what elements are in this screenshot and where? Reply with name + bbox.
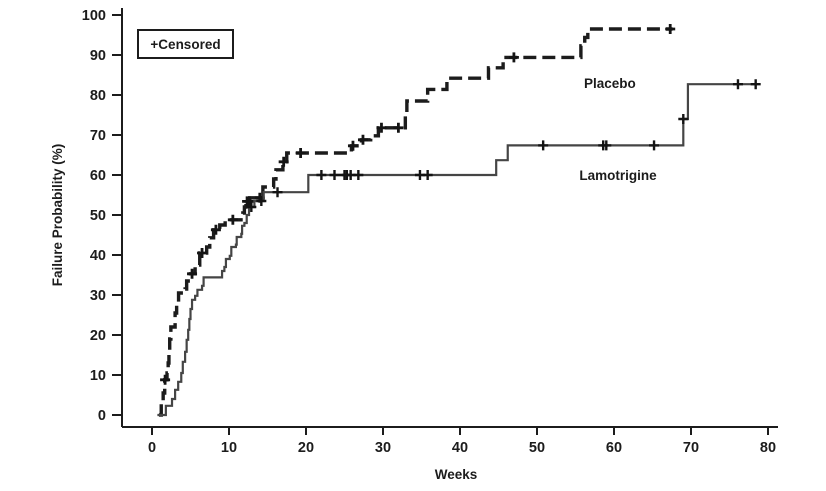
censored-mark — [538, 140, 549, 151]
censored-mark — [750, 79, 761, 90]
y-tick-label: 60 — [90, 168, 106, 184]
censored-mark — [329, 170, 340, 180]
censored-mark — [732, 79, 743, 90]
y-tick-label: 0 — [98, 408, 106, 424]
axes: 0 10 20 30 40 50 60 70 80 0 10 20 30 40 50 60 70 80 90 100 — [82, 8, 778, 456]
x-tick-label: 70 — [683, 440, 699, 456]
censored-mark — [347, 140, 358, 151]
y-tick-label: 50 — [90, 208, 106, 224]
y-tick-label: 80 — [90, 88, 106, 104]
x-axis-ticks: 0 10 20 30 40 50 60 70 80 — [148, 427, 776, 456]
x-tick-label: 40 — [452, 440, 468, 456]
censored-mark — [353, 170, 364, 180]
placebo-series-label: Placebo — [584, 76, 636, 91]
x-tick-label: 50 — [529, 440, 545, 456]
x-tick-label: 80 — [760, 440, 776, 456]
censored-mark — [244, 196, 255, 207]
censored-mark — [227, 214, 238, 225]
x-tick-label: 20 — [298, 440, 314, 456]
y-tick-label: 20 — [90, 328, 106, 344]
censored-mark — [210, 224, 221, 235]
censored-mark — [422, 170, 433, 180]
censored-mark — [376, 122, 387, 133]
censored-mark — [678, 114, 689, 124]
y-tick-label: 30 — [90, 288, 106, 304]
x-tick-label: 0 — [148, 440, 156, 456]
censored-mark — [601, 140, 612, 151]
censored-mark — [357, 134, 368, 145]
series-curves — [157, 24, 761, 417]
y-axis-title: Failure Probability (%) — [50, 144, 65, 287]
censored-mark — [508, 52, 519, 63]
censored-mark — [197, 248, 208, 258]
censored-mark — [665, 24, 676, 34]
censored-legend: +Censored — [137, 29, 234, 59]
y-tick-label: 100 — [82, 8, 106, 24]
x-tick-label: 10 — [221, 440, 237, 456]
x-tick-label: 60 — [606, 440, 622, 456]
censored-mark — [272, 187, 283, 198]
censored-mark — [393, 122, 404, 133]
x-axis-title: Weeks — [435, 467, 478, 482]
censored-mark — [256, 196, 267, 206]
y-axis-ticks: 0 10 20 30 40 50 60 70 80 90 100 — [82, 8, 122, 424]
censored-mark — [649, 140, 660, 151]
y-tick-label: 90 — [90, 48, 106, 64]
censored-mark — [316, 170, 327, 180]
censored-mark — [187, 268, 198, 279]
y-tick-label: 70 — [90, 128, 106, 144]
censored-mark — [246, 202, 257, 212]
lamotrigine-series-label: Lamotrigine — [579, 168, 657, 183]
legend-box — [137, 29, 234, 59]
censored-mark — [278, 156, 289, 167]
lamotrigine-curve — [157, 83, 758, 417]
censored-mark — [160, 374, 171, 385]
censored-mark — [295, 148, 306, 158]
placebo-curve — [158, 27, 673, 417]
legend-censored-label: +Censored — [150, 37, 220, 52]
x-tick-label: 30 — [375, 440, 391, 456]
y-tick-label: 10 — [90, 368, 106, 384]
y-tick-label: 40 — [90, 248, 106, 264]
